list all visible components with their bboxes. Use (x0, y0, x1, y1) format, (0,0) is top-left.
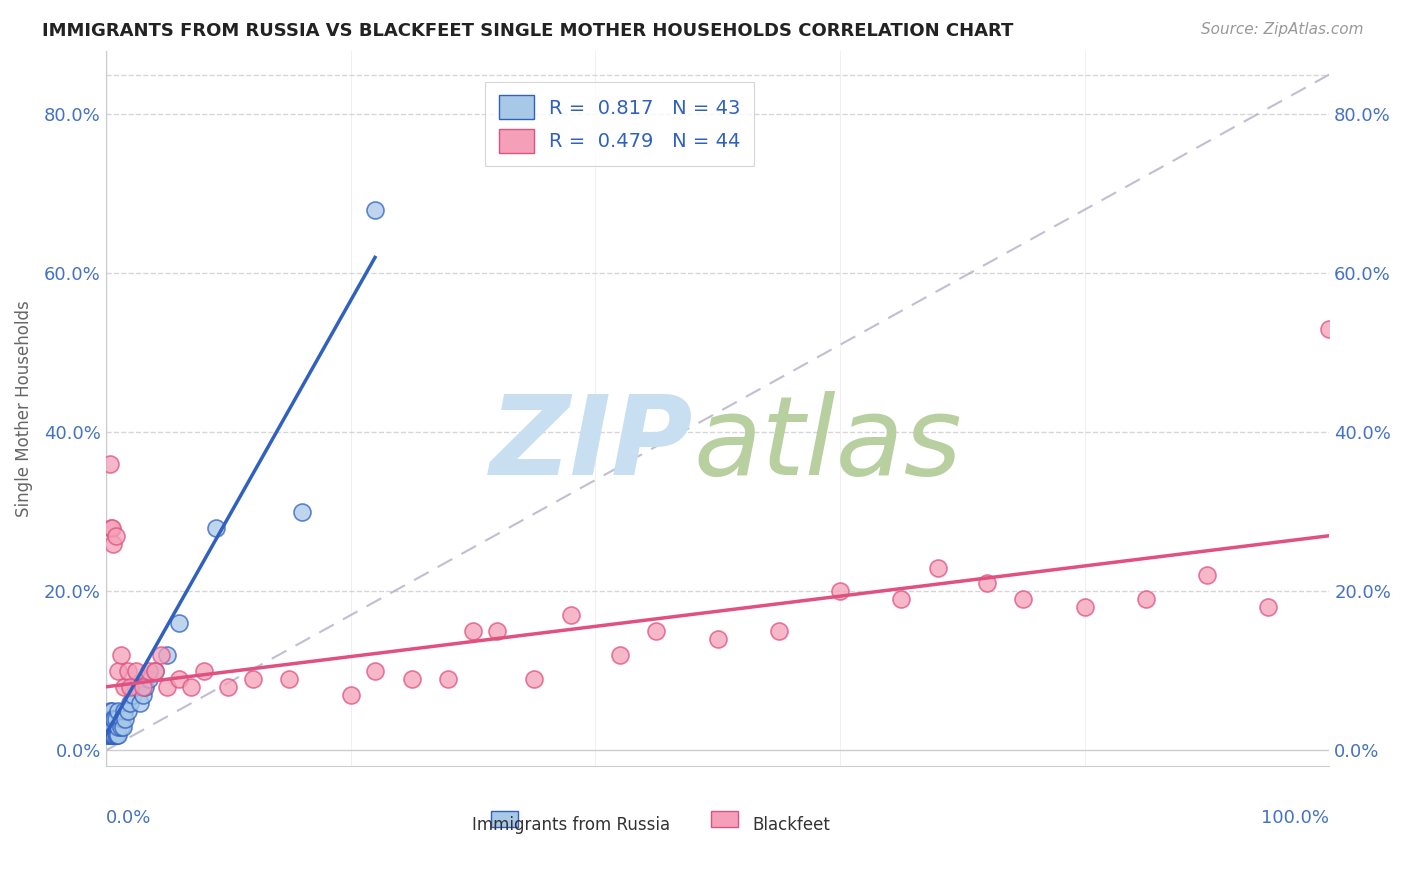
Text: Source: ZipAtlas.com: Source: ZipAtlas.com (1201, 22, 1364, 37)
Point (1317, 322, 1340, 336)
Point (112, 704, 135, 718)
Point (121, 688, 143, 702)
Point (1135, 592, 1157, 607)
Point (117, 704, 139, 718)
FancyBboxPatch shape (491, 812, 519, 827)
Point (100, 712, 122, 726)
Point (1195, 568, 1218, 582)
Point (111, 720, 134, 734)
Point (101, 521, 124, 535)
Point (97, 720, 120, 734)
Y-axis label: Single Mother Households: Single Mother Households (15, 300, 32, 516)
Point (138, 672, 160, 686)
Point (131, 680, 153, 694)
Point (107, 664, 129, 678)
Text: IMMIGRANTS FROM RUSSIA VS BLACKFEET SINGLE MOTHER HOUSEHOLDS CORRELATION CHART: IMMIGRANTS FROM RUSSIA VS BLACKFEET SING… (42, 22, 1014, 40)
Point (98, 704, 121, 718)
Point (103, 712, 125, 726)
Point (97, 712, 120, 726)
Point (193, 664, 215, 678)
Point (125, 680, 148, 694)
Point (461, 624, 484, 639)
Point (138, 664, 160, 678)
Point (927, 560, 949, 574)
Point (768, 624, 790, 639)
Point (131, 688, 153, 702)
Point (156, 680, 179, 694)
Point (828, 584, 851, 599)
Point (156, 648, 179, 662)
Point (120, 696, 142, 710)
Point (401, 672, 423, 686)
FancyBboxPatch shape (711, 812, 738, 827)
Point (120, 680, 142, 694)
Point (278, 672, 301, 686)
Point (1073, 600, 1095, 615)
Point (1012, 592, 1035, 607)
Point (103, 712, 125, 726)
Point (105, 727, 128, 741)
Point (103, 727, 125, 741)
Point (107, 704, 129, 718)
Point (110, 720, 132, 734)
Point (706, 632, 728, 646)
Point (437, 672, 460, 686)
Point (645, 624, 668, 639)
Point (125, 664, 148, 678)
Point (167, 616, 190, 631)
Point (98, 720, 121, 734)
Point (129, 696, 152, 710)
Point (100, 727, 122, 741)
Text: atlas: atlas (693, 391, 962, 498)
Legend: R =  0.817   N = 43, R =  0.479   N = 44: R = 0.817 N = 43, R = 0.479 N = 44 (485, 82, 754, 166)
Point (96, 712, 118, 726)
Point (104, 712, 127, 726)
Point (103, 727, 125, 741)
Point (97, 727, 120, 741)
Point (107, 720, 129, 734)
Point (114, 712, 136, 726)
Text: Blackfeet: Blackfeet (752, 816, 830, 834)
Point (976, 576, 998, 591)
Point (149, 648, 172, 662)
Point (217, 680, 239, 694)
Point (104, 529, 127, 543)
Text: 100.0%: 100.0% (1261, 809, 1329, 827)
Point (523, 672, 546, 686)
Point (291, 505, 314, 519)
Point (486, 624, 509, 639)
Point (134, 680, 156, 694)
Point (100, 521, 122, 535)
Point (112, 680, 135, 694)
Point (98, 727, 121, 741)
Point (890, 592, 912, 607)
Point (101, 704, 124, 718)
Point (107, 727, 129, 741)
Point (1257, 600, 1279, 615)
Text: 0.0%: 0.0% (105, 809, 152, 827)
Point (96, 727, 118, 741)
Point (103, 537, 125, 551)
Point (180, 680, 202, 694)
Point (364, 664, 387, 678)
Text: ZIP: ZIP (489, 391, 693, 498)
Point (167, 672, 190, 686)
Point (205, 521, 228, 535)
Point (101, 727, 124, 741)
Point (110, 648, 132, 662)
Point (560, 608, 582, 623)
Point (242, 672, 264, 686)
Point (111, 712, 134, 726)
Point (101, 720, 124, 734)
Point (98, 457, 121, 471)
Text: Immigrants from Russia: Immigrants from Russia (471, 816, 669, 834)
Point (96, 720, 118, 734)
Point (143, 664, 166, 678)
Point (117, 664, 139, 678)
Point (609, 648, 631, 662)
Point (364, 202, 387, 217)
Point (104, 727, 127, 741)
Point (339, 688, 361, 702)
Point (143, 664, 166, 678)
